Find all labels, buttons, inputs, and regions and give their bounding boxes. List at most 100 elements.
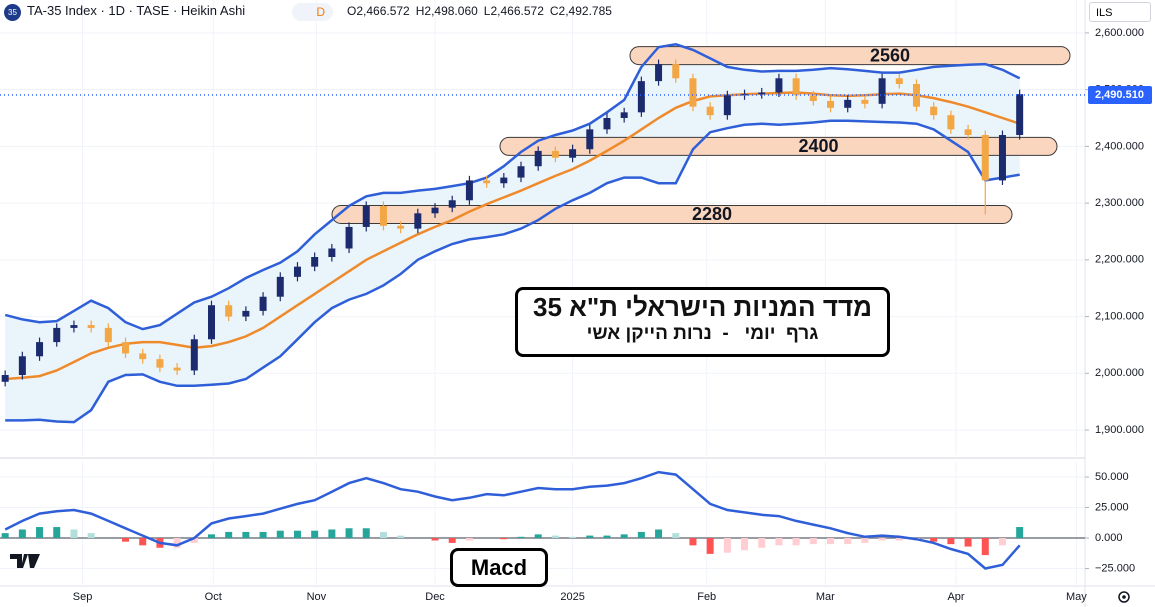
y-tick-label: 2,600.000	[1095, 27, 1144, 39]
histogram-bar	[379, 531, 387, 539]
histogram-bar	[448, 538, 456, 543]
histogram-bar	[207, 534, 215, 539]
histogram-bar	[792, 538, 800, 546]
candle-body	[397, 225, 405, 229]
y-tick-label: 2,200.000	[1095, 254, 1144, 266]
candle-body	[465, 180, 473, 201]
candle-body	[173, 367, 181, 371]
x-tick-label: May	[1066, 591, 1087, 603]
tv-logo	[10, 554, 40, 568]
candle-body	[190, 339, 198, 371]
candle-body	[758, 92, 766, 95]
ohlc-value: 2,492.785	[558, 4, 612, 18]
histogram-bar	[809, 538, 817, 545]
histogram-bar	[431, 538, 439, 541]
candle-body	[620, 112, 628, 119]
candle-body	[139, 353, 147, 360]
y-tick-label: −25.000	[1095, 562, 1135, 574]
histogram-bar	[53, 527, 61, 539]
histogram-bar	[1, 533, 9, 539]
histogram-bar	[87, 533, 95, 539]
symbol-badge: 35	[4, 4, 21, 21]
histogram-bar	[397, 535, 405, 539]
histogram-bar	[328, 529, 336, 539]
candle-body	[723, 95, 731, 116]
level-label: 2400	[798, 136, 838, 156]
candle-body	[827, 100, 835, 108]
histogram-bar	[775, 538, 783, 546]
histogram-bar	[672, 533, 680, 539]
histogram-bar	[500, 538, 508, 540]
histogram-bar	[861, 538, 869, 543]
candle-body	[87, 325, 95, 328]
histogram-bar	[311, 530, 319, 539]
candle-body	[259, 296, 267, 311]
candle-body	[586, 129, 594, 150]
candle-body	[895, 78, 903, 84]
x-tick-label: Nov	[307, 591, 327, 603]
histogram-bar	[895, 538, 903, 541]
candle-body	[981, 135, 989, 181]
macd-line	[4, 470, 1021, 570]
y-tick-label: 2,400.000	[1095, 140, 1144, 152]
candle-body	[156, 359, 164, 368]
currency-selector[interactable]: ILS	[1089, 2, 1151, 22]
candle-body	[276, 276, 284, 297]
candle-body	[104, 327, 112, 343]
x-tick-label: Dec	[425, 591, 445, 603]
candle-body	[293, 266, 301, 277]
y-tick-label: 1,900.000	[1095, 424, 1144, 436]
candle-body	[878, 78, 886, 104]
candle-body	[706, 106, 714, 116]
histogram-bar	[259, 531, 267, 539]
last-price-label: 2,490.510	[1095, 89, 1144, 101]
candle-body	[53, 327, 61, 343]
level-band	[629, 46, 1071, 66]
band-fill	[5, 44, 1020, 423]
histogram-bar	[276, 530, 284, 539]
candle-body	[809, 95, 817, 101]
candle-body	[569, 149, 577, 158]
candle-body	[603, 118, 611, 130]
x-tick-label: Sep	[73, 591, 93, 603]
candle-body	[448, 200, 456, 208]
histogram-bar	[947, 538, 955, 545]
ohlc-letter: L	[483, 4, 491, 18]
histogram-bar	[122, 538, 130, 542]
mode-badge[interactable]: D	[292, 3, 333, 21]
candle-body	[1016, 94, 1024, 136]
histogram-bar	[723, 538, 731, 553]
candle-body	[792, 78, 800, 96]
candle-body	[414, 213, 422, 229]
histogram-bar	[534, 534, 542, 539]
histogram-bar	[878, 538, 886, 541]
candle-body	[431, 207, 439, 214]
histogram-bar	[706, 538, 714, 554]
ohlc-values: O2,466.572 H2,498.060 L2,466.572 C2,492.785	[347, 4, 618, 18]
histogram-bar	[345, 528, 353, 539]
candle-body	[689, 78, 697, 107]
settings-icon[interactable]	[1118, 591, 1130, 603]
histogram-bar	[225, 531, 233, 539]
histogram-bar	[637, 531, 645, 539]
candle-body	[242, 310, 250, 317]
candle-body	[964, 129, 972, 136]
candle-body	[672, 64, 680, 79]
candle-body	[930, 106, 938, 116]
candle-body	[775, 78, 783, 93]
candle-body	[345, 226, 353, 249]
candle-body	[362, 205, 370, 227]
y-tick-label: 2,300.000	[1095, 197, 1144, 209]
histogram-bar	[586, 535, 594, 539]
symbol-title[interactable]: TA-35 Index · 1D · TASE · Heikin Ashi	[27, 3, 246, 18]
candle-body	[207, 305, 215, 340]
x-tick-label: Apr	[947, 591, 964, 603]
candle-body	[379, 205, 387, 226]
histogram-bar	[362, 528, 370, 539]
indicator-line	[5, 91, 1021, 381]
x-tick-label: Oct	[205, 591, 222, 603]
histogram-bar	[981, 538, 989, 556]
histogram-bar	[293, 530, 301, 539]
candle-body	[225, 305, 233, 317]
